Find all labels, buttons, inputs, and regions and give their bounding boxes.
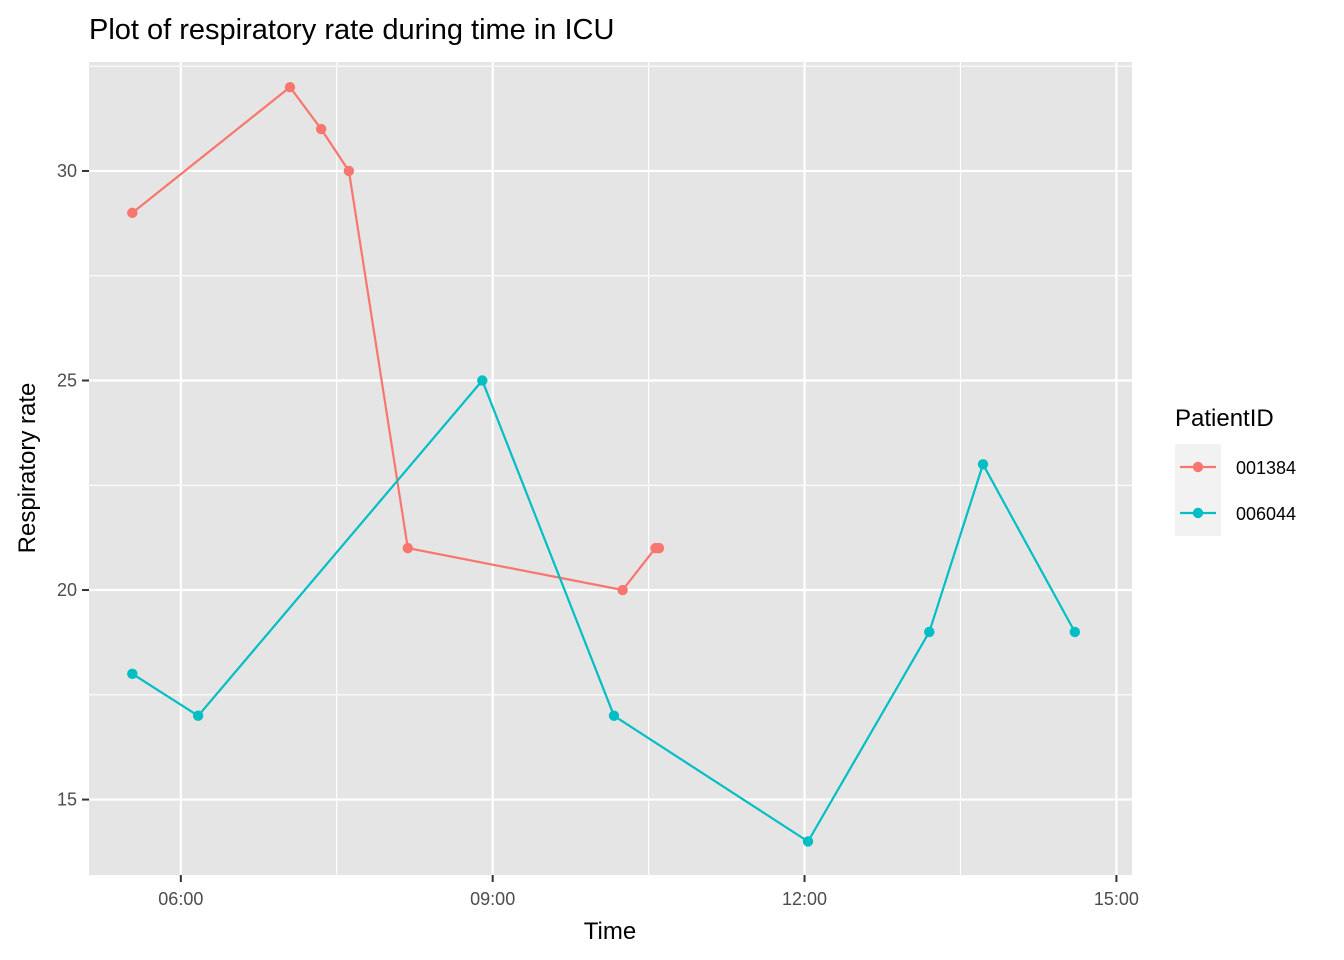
y-tick-label: 15 — [57, 790, 77, 810]
series-001384 — [127, 81, 665, 596]
data-point — [343, 165, 355, 177]
data-point — [608, 710, 620, 721]
data-point — [653, 542, 665, 554]
x-tick-label: 06:00 — [158, 889, 203, 909]
legend-key-background — [1175, 444, 1221, 536]
data-point — [977, 459, 989, 470]
data-point — [802, 836, 814, 847]
series-line — [131, 379, 1076, 843]
data-point — [924, 626, 935, 638]
chart-title: Plot of respiratory rate during time in … — [89, 14, 614, 46]
data-point — [315, 123, 327, 135]
legend-items: 001384 006044 — [1180, 458, 1296, 524]
y-tick-label: 25 — [57, 370, 77, 390]
series-line — [131, 85, 659, 592]
legend-title: PatientID — [1175, 405, 1274, 432]
data-point — [477, 375, 488, 386]
major-gridlines — [89, 62, 1132, 875]
axis-ticks — [82, 169, 1118, 882]
legend-label: 001384 — [1236, 458, 1296, 478]
legend-label: 006044 — [1236, 504, 1296, 524]
axis-tick-labels: 15 20 25 30 06:00 09:00 12:00 15:00 — [57, 161, 1139, 909]
data-point — [617, 584, 628, 596]
data-point — [127, 668, 138, 680]
legend-item-006044: 006044 — [1180, 504, 1296, 524]
legend-key-point — [1192, 507, 1204, 519]
data-point — [284, 81, 296, 93]
data-point — [127, 207, 138, 219]
series-layer — [127, 81, 1081, 847]
data-point — [402, 542, 413, 554]
series-006044 — [127, 375, 1081, 847]
x-tick-label: 09:00 — [470, 889, 515, 909]
plot-panel — [89, 62, 1132, 875]
data-point — [1069, 626, 1081, 638]
y-tick-label: 30 — [57, 161, 77, 181]
minor-gridlines — [89, 62, 1132, 875]
data-point — [192, 710, 204, 721]
x-axis-title: Time — [584, 918, 636, 945]
y-axis-title: Respiratory rate — [14, 383, 41, 554]
y-tick-label: 20 — [57, 580, 77, 600]
legend-key-point — [1192, 461, 1204, 473]
legend: PatientID 001384 006044 — [1175, 405, 1296, 536]
legend-item-001384: 001384 — [1180, 458, 1296, 478]
x-tick-label: 15:00 — [1094, 889, 1139, 909]
x-tick-label: 12:00 — [782, 889, 827, 909]
